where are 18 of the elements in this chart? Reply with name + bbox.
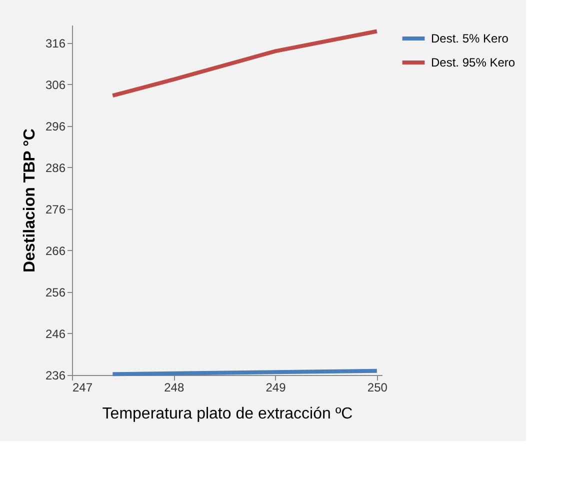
x-tick-label: 249 xyxy=(266,380,286,394)
x-tick-label: 247 xyxy=(72,380,93,394)
y-axis-title: Destilacion TBP °C xyxy=(21,128,38,272)
x-axis-title: Temperatura plato de extracción ºC xyxy=(102,406,353,422)
legend-label: Dest. 95% Kero xyxy=(431,56,516,70)
y-tick-label: 286 xyxy=(45,160,66,175)
y-tick-label: 276 xyxy=(45,202,66,216)
y-tick-label: 266 xyxy=(45,244,66,258)
line-series xyxy=(110,29,379,98)
y-tick-label: 296 xyxy=(45,119,66,134)
y-tick-label: 306 xyxy=(45,78,66,92)
legend-label: Dest. 5% Kero xyxy=(431,32,509,46)
x-tick-label: 250 xyxy=(367,380,388,394)
y-tick-label: 256 xyxy=(45,285,66,300)
y-tick-label: 316 xyxy=(45,36,66,50)
x-tick-label: 248 xyxy=(164,380,184,394)
y-tick-label: 236 xyxy=(45,368,66,382)
y-tick-label: 246 xyxy=(45,326,66,341)
